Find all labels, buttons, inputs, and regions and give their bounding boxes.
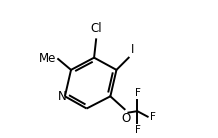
Text: Cl: Cl [90, 22, 102, 35]
Text: F: F [135, 88, 140, 98]
Text: O: O [122, 112, 131, 125]
Text: N: N [58, 90, 67, 103]
Text: F: F [135, 125, 140, 135]
Text: I: I [131, 43, 134, 56]
Text: F: F [150, 112, 156, 122]
Text: Me: Me [39, 52, 56, 65]
